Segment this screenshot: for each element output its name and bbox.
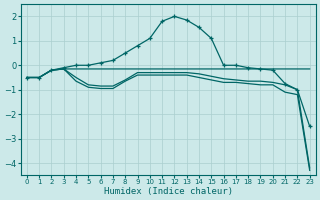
X-axis label: Humidex (Indice chaleur): Humidex (Indice chaleur)	[104, 187, 233, 196]
